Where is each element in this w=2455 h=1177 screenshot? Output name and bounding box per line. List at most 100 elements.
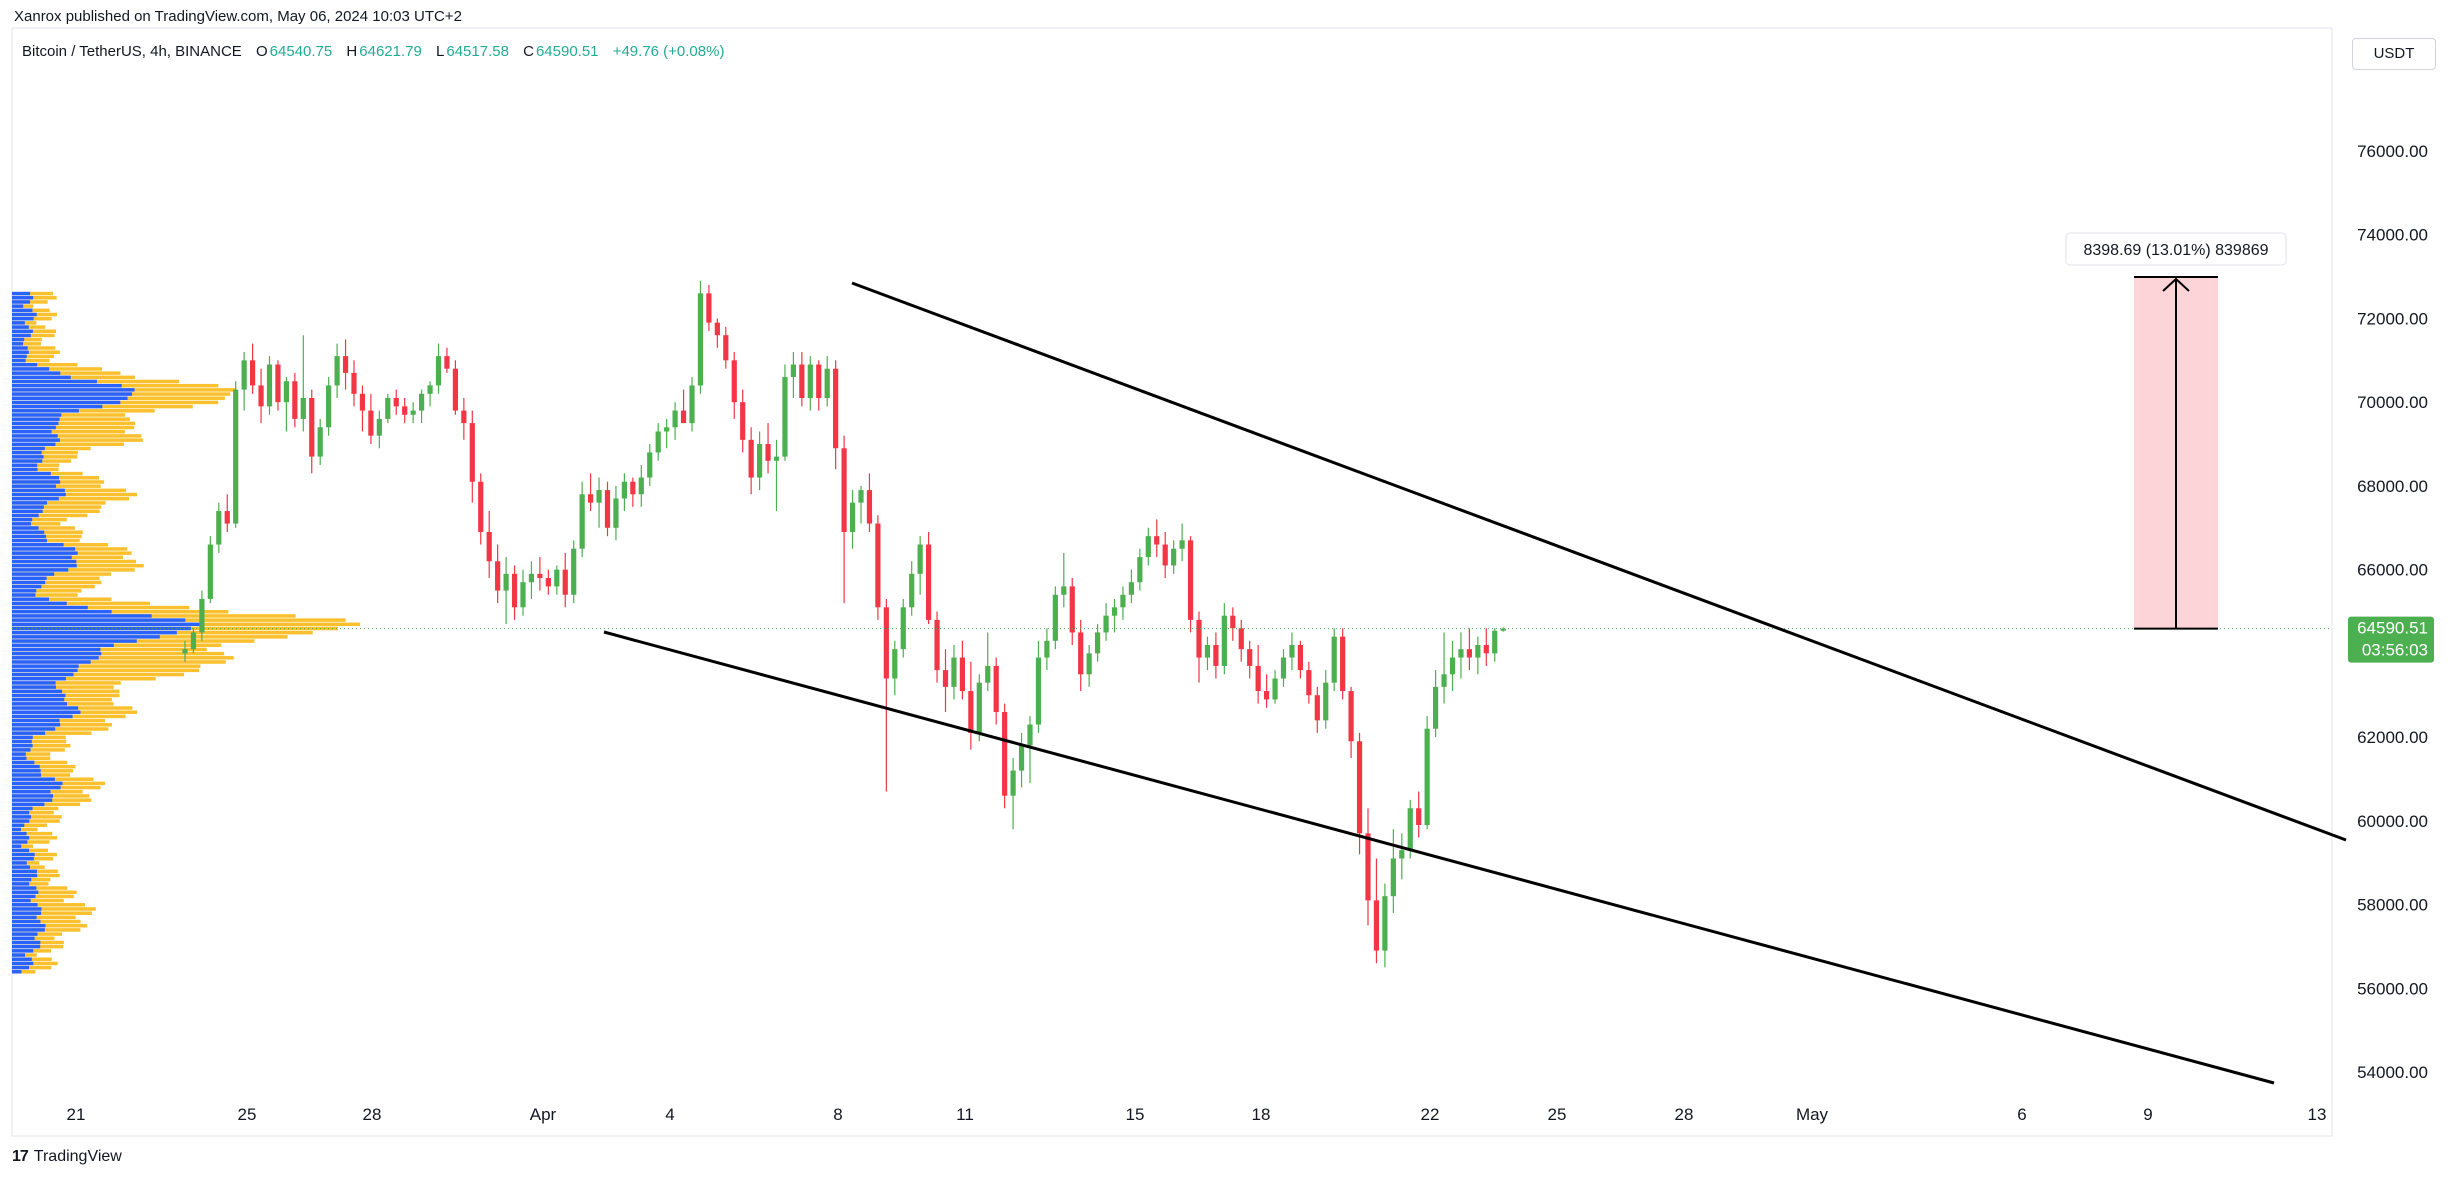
- volume-profile-bar: [12, 392, 231, 396]
- candle-body: [385, 397, 391, 419]
- candle-body: [351, 372, 357, 394]
- volume-profile-bar: [12, 383, 219, 388]
- volume-profile-bar: [12, 367, 103, 371]
- volume-profile-bar: [12, 630, 313, 635]
- volume-profile-bar: [12, 463, 60, 467]
- volume-profile-bar: [12, 819, 60, 823]
- volume-profile-bar-up: [12, 953, 25, 957]
- candle-body: [520, 582, 526, 608]
- y-tick-label: 62000.00: [2357, 728, 2428, 747]
- candle-body: [334, 356, 340, 386]
- volume-profile-bar: [12, 961, 58, 966]
- volume-profile-bar: [12, 484, 101, 488]
- volume-profile-bar: [12, 375, 135, 380]
- measure-range: [2134, 277, 2218, 629]
- volume-profile-bar-up: [12, 329, 33, 334]
- volume-profile-bar-up: [12, 844, 22, 848]
- volume-profile-bar-up: [12, 861, 27, 865]
- candle-body: [672, 410, 678, 428]
- volume-profile-bar: [12, 312, 57, 317]
- volume-profile-bar-up: [12, 526, 39, 530]
- candle-body: [250, 360, 256, 386]
- volume-profile-bar-up: [12, 773, 42, 777]
- candle-body: [655, 431, 661, 453]
- volume-profile-bar-up: [12, 681, 56, 685]
- tradingview-logo[interactable]: 17 TradingView: [12, 1148, 122, 1166]
- x-tick-label: Apr: [530, 1105, 557, 1124]
- volume-profile-bar: [12, 681, 121, 685]
- volume-profile-bar: [12, 743, 71, 748]
- volume-profile-bar-up: [12, 438, 60, 442]
- volume-profile-bar-up: [12, 840, 28, 844]
- volume-profile-bar: [12, 404, 193, 409]
- volume-profile-bar: [12, 844, 33, 848]
- volume-profile-bar: [12, 823, 47, 828]
- volume-profile-bar: [12, 434, 142, 438]
- volume-profile-bar: [12, 735, 66, 740]
- candle-body: [1010, 770, 1016, 796]
- volume-profile-bar: [12, 296, 57, 300]
- volume-profile-bar: [12, 815, 62, 819]
- candle-body: [1500, 628, 1506, 631]
- volume-profile-bar: [12, 903, 85, 907]
- volume-profile-bar: [12, 459, 72, 463]
- volume-profile-bar: [12, 886, 68, 890]
- volume-profile-bar-up: [12, 685, 56, 689]
- volume-profile-bar: [12, 316, 52, 321]
- volume-profile-bar-up: [12, 714, 73, 719]
- volume-profile-bar-up: [12, 333, 31, 338]
- candle-body: [376, 418, 382, 436]
- candle-body: [1145, 536, 1151, 558]
- volume-profile-bar: [12, 467, 59, 472]
- candle-body: [697, 293, 704, 386]
- price-tag-box: [2348, 616, 2434, 663]
- candle-body: [638, 477, 644, 495]
- volume-profile-bar-up: [12, 429, 52, 434]
- volume-profile-bar: [12, 589, 82, 593]
- volume-profile-bar-up: [12, 656, 99, 660]
- volume-profile-bar: [12, 882, 49, 886]
- volume-profile-bar: [12, 731, 92, 735]
- last-price-tag: 64590.51 03:56:03: [2348, 616, 2434, 663]
- y-tick-label: 60000.00: [2357, 812, 2428, 831]
- candle-body: [824, 368, 830, 398]
- upper-channel-line: [851, 281, 2347, 842]
- candle-body: [900, 607, 906, 650]
- volume-profile-bar-up: [12, 664, 79, 668]
- currency-button[interactable]: USDT: [2352, 38, 2436, 70]
- candle-body: [486, 531, 492, 562]
- volume-profile-bar-up: [12, 505, 44, 509]
- volume-profile-bar-up: [12, 425, 56, 430]
- volume-profile-bar-up: [12, 957, 32, 961]
- x-tick-label: May: [1796, 1105, 1829, 1124]
- volume-profile-bar: [12, 421, 135, 426]
- volume-profile-bar: [12, 563, 144, 568]
- candle-body: [1297, 644, 1303, 671]
- volume-profile-bar-up: [12, 718, 60, 723]
- volume-profile-bar-up: [12, 300, 30, 304]
- volume-profile-bar-up: [12, 660, 91, 664]
- candle-body: [1002, 711, 1008, 796]
- volume-profile-bar: [12, 693, 120, 698]
- candle-body: [1027, 724, 1033, 746]
- volume-profile-bar: [12, 890, 77, 894]
- volume-profile-bar: [12, 894, 74, 899]
- x-tick-label: 8: [833, 1105, 842, 1124]
- volume-profile-bar: [12, 476, 100, 480]
- volume-profile-bar-up: [12, 831, 27, 836]
- volume-profile-bar-up: [12, 827, 21, 832]
- candle-body: [926, 544, 932, 620]
- volume-profile-bar-up: [12, 928, 45, 932]
- candle-body: [1086, 653, 1092, 675]
- price-tag-countdown: 03:56:03: [2362, 641, 2428, 660]
- plot-frame: [11, 27, 2333, 1137]
- legend-symbol[interactable]: Bitcoin / TetherUS, 4h, BINANCE: [22, 43, 242, 60]
- volume-profile-bar: [12, 697, 112, 702]
- candle-body: [317, 427, 323, 457]
- candle-body: [1018, 745, 1025, 771]
- volume-profile-bar: [12, 388, 237, 392]
- candle-body: [478, 481, 484, 532]
- volume-profile-bar: [12, 429, 126, 434]
- candle-body: [1095, 632, 1101, 654]
